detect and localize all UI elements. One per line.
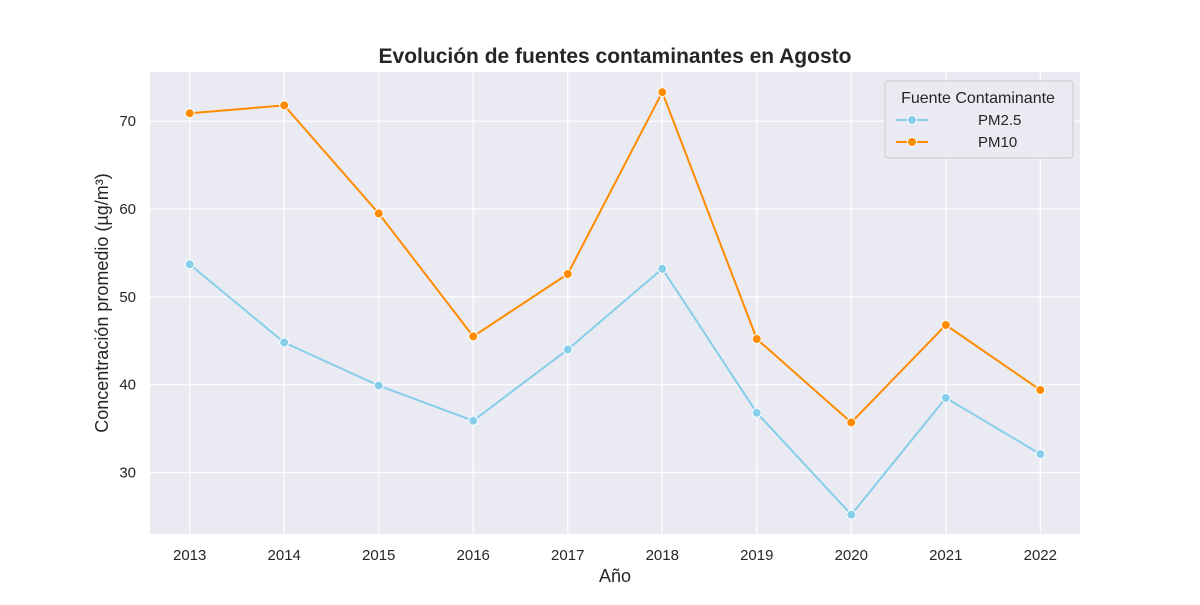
x-tick-label: 2021 (929, 547, 962, 564)
legend-box (884, 80, 1074, 159)
legend-marker (907, 137, 917, 147)
data-point (751, 334, 762, 345)
tick-labels: 2013 2014 2015 2016 2017 2018 2019 2020 2021 2022… (119, 113, 1057, 564)
x-tick-label: 2017 (551, 547, 584, 564)
grid (150, 72, 1080, 534)
series-line-pm10 (189, 91, 1041, 424)
data-point (184, 259, 195, 270)
data-point (562, 344, 573, 355)
data-point (940, 319, 951, 330)
data-point (940, 392, 951, 403)
data-point (279, 100, 290, 111)
legend-label: PM10 (978, 134, 1017, 151)
data-point (1035, 384, 1046, 395)
data-point (846, 417, 857, 428)
legend-items: PM2.5 PM10 (896, 112, 1021, 151)
data-point (657, 87, 668, 98)
x-tick-label: 2019 (740, 547, 773, 564)
x-tick-label: 2016 (457, 547, 490, 564)
legend-title: Fuente Contaminante (901, 90, 1055, 107)
data-point (846, 509, 857, 520)
x-tick-label: 2015 (362, 547, 395, 564)
y-axis-label: Concentración promedio (µg/m³) (92, 173, 112, 432)
x-tick-label: 2020 (835, 547, 868, 564)
x-axis-label: Año (599, 566, 631, 586)
data-point (751, 407, 762, 418)
data-point (373, 380, 384, 391)
chart-title: Evolución de fuentes contaminantes en Ag… (379, 45, 852, 68)
legend-label: PM2.5 (978, 112, 1021, 129)
data-point (468, 415, 479, 426)
x-tick-label: 2018 (646, 547, 679, 564)
data-point (184, 108, 195, 119)
x-tick-label: 2014 (268, 547, 301, 564)
legend: Fuente Contaminante PM2.5 PM10 (884, 80, 1074, 159)
series-lines (184, 87, 1046, 520)
y-tick-label: 50 (119, 289, 136, 306)
legend-marker (907, 115, 917, 125)
y-tick-label: 30 (119, 465, 136, 482)
data-point (1035, 449, 1046, 460)
y-tick-label: 70 (119, 113, 136, 130)
y-tick-label: 60 (119, 201, 136, 218)
x-tick-label: 2022 (1024, 547, 1057, 564)
data-point (279, 337, 290, 348)
data-point (468, 331, 479, 342)
data-point (657, 263, 668, 274)
series-line-pm2-5 (189, 263, 1041, 516)
y-tick-label: 40 (119, 377, 136, 394)
data-point (562, 269, 573, 280)
x-tick-label: 2013 (173, 547, 206, 564)
data-point (373, 208, 384, 219)
